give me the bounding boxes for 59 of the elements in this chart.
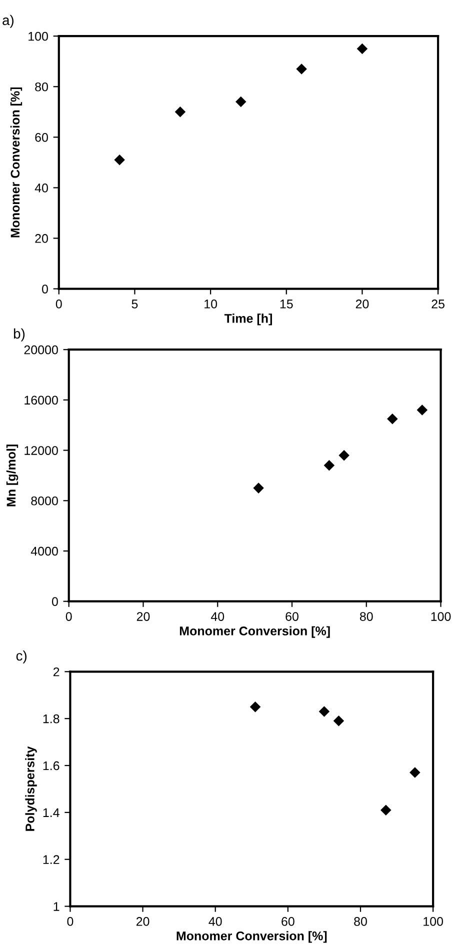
y-tick-label: 40 bbox=[34, 184, 48, 192]
point bbox=[174, 106, 186, 118]
point bbox=[387, 413, 398, 424]
y-tick-label: 16000 bbox=[24, 396, 58, 405]
x-tick-label: 60 bbox=[286, 612, 298, 621]
x-tick-label: 20 bbox=[136, 917, 150, 926]
point bbox=[250, 701, 261, 712]
y-axis-title: Mn [g/mol] bbox=[6, 444, 18, 506]
point bbox=[296, 64, 307, 74]
y-tick-label: 20 bbox=[35, 234, 48, 243]
x-tick-label: 80 bbox=[360, 612, 373, 621]
x-tick-label: 20 bbox=[356, 300, 369, 308]
x-tick-label: 40 bbox=[208, 917, 222, 926]
x-tick-label: 15 bbox=[280, 300, 293, 308]
y-tick-label: 1.8 bbox=[43, 714, 60, 724]
y-tick-label: 4000 bbox=[30, 546, 58, 556]
chart-title: c) bbox=[16, 650, 26, 664]
point bbox=[114, 154, 125, 166]
y-tick-label: 8000 bbox=[31, 496, 58, 506]
y-axis-title: Polydispersity bbox=[25, 746, 37, 831]
x-tick-label: 60 bbox=[282, 917, 294, 926]
y-tick-label: 80 bbox=[35, 82, 48, 92]
y-tick-label: 12000 bbox=[24, 446, 58, 455]
x-tick-label: 40 bbox=[210, 612, 224, 621]
x-axis-title: Monomer Conversion [%] bbox=[176, 931, 327, 943]
x-tick-label: 0 bbox=[66, 612, 72, 621]
chart-title: a) bbox=[2, 14, 14, 28]
point bbox=[380, 804, 392, 816]
point bbox=[416, 404, 428, 416]
chart-title: b) bbox=[14, 328, 25, 342]
point bbox=[318, 706, 330, 717]
y-tick-label: 1 bbox=[54, 902, 60, 911]
y-tick-label: 1.4 bbox=[43, 808, 60, 817]
x-axis-title: Monomer Conversion [%] bbox=[180, 626, 330, 638]
y-axis-title: Monomer Conversion [%] bbox=[10, 87, 22, 238]
x-tick-label: 10 bbox=[204, 300, 218, 308]
point bbox=[338, 450, 350, 461]
point bbox=[253, 482, 264, 494]
y-tick-label: 0 bbox=[52, 597, 58, 606]
point bbox=[236, 96, 246, 108]
x-tick-label: 100 bbox=[424, 917, 444, 926]
x-tick-label: 5 bbox=[132, 300, 138, 308]
y-tick-label: 1.6 bbox=[43, 761, 60, 770]
y-tick-label: 1.2 bbox=[43, 855, 60, 864]
point bbox=[356, 43, 368, 54]
point bbox=[410, 767, 420, 778]
x-tick-label: 100 bbox=[431, 612, 451, 621]
x-tick-label: 25 bbox=[432, 300, 444, 308]
x-tick-label: 80 bbox=[354, 917, 367, 926]
point bbox=[324, 460, 335, 471]
y-tick-label: 2 bbox=[53, 667, 60, 676]
point bbox=[333, 716, 344, 726]
y-tick-label: 60 bbox=[35, 132, 48, 142]
x-tick-label: 20 bbox=[136, 612, 150, 621]
y-tick-label: 20000 bbox=[24, 345, 58, 354]
y-tick-label: 0 bbox=[42, 284, 48, 294]
x-tick-label: 0 bbox=[67, 917, 74, 926]
x-axis-title: Time [h] bbox=[224, 314, 272, 326]
y-tick-label: 100 bbox=[28, 32, 48, 41]
